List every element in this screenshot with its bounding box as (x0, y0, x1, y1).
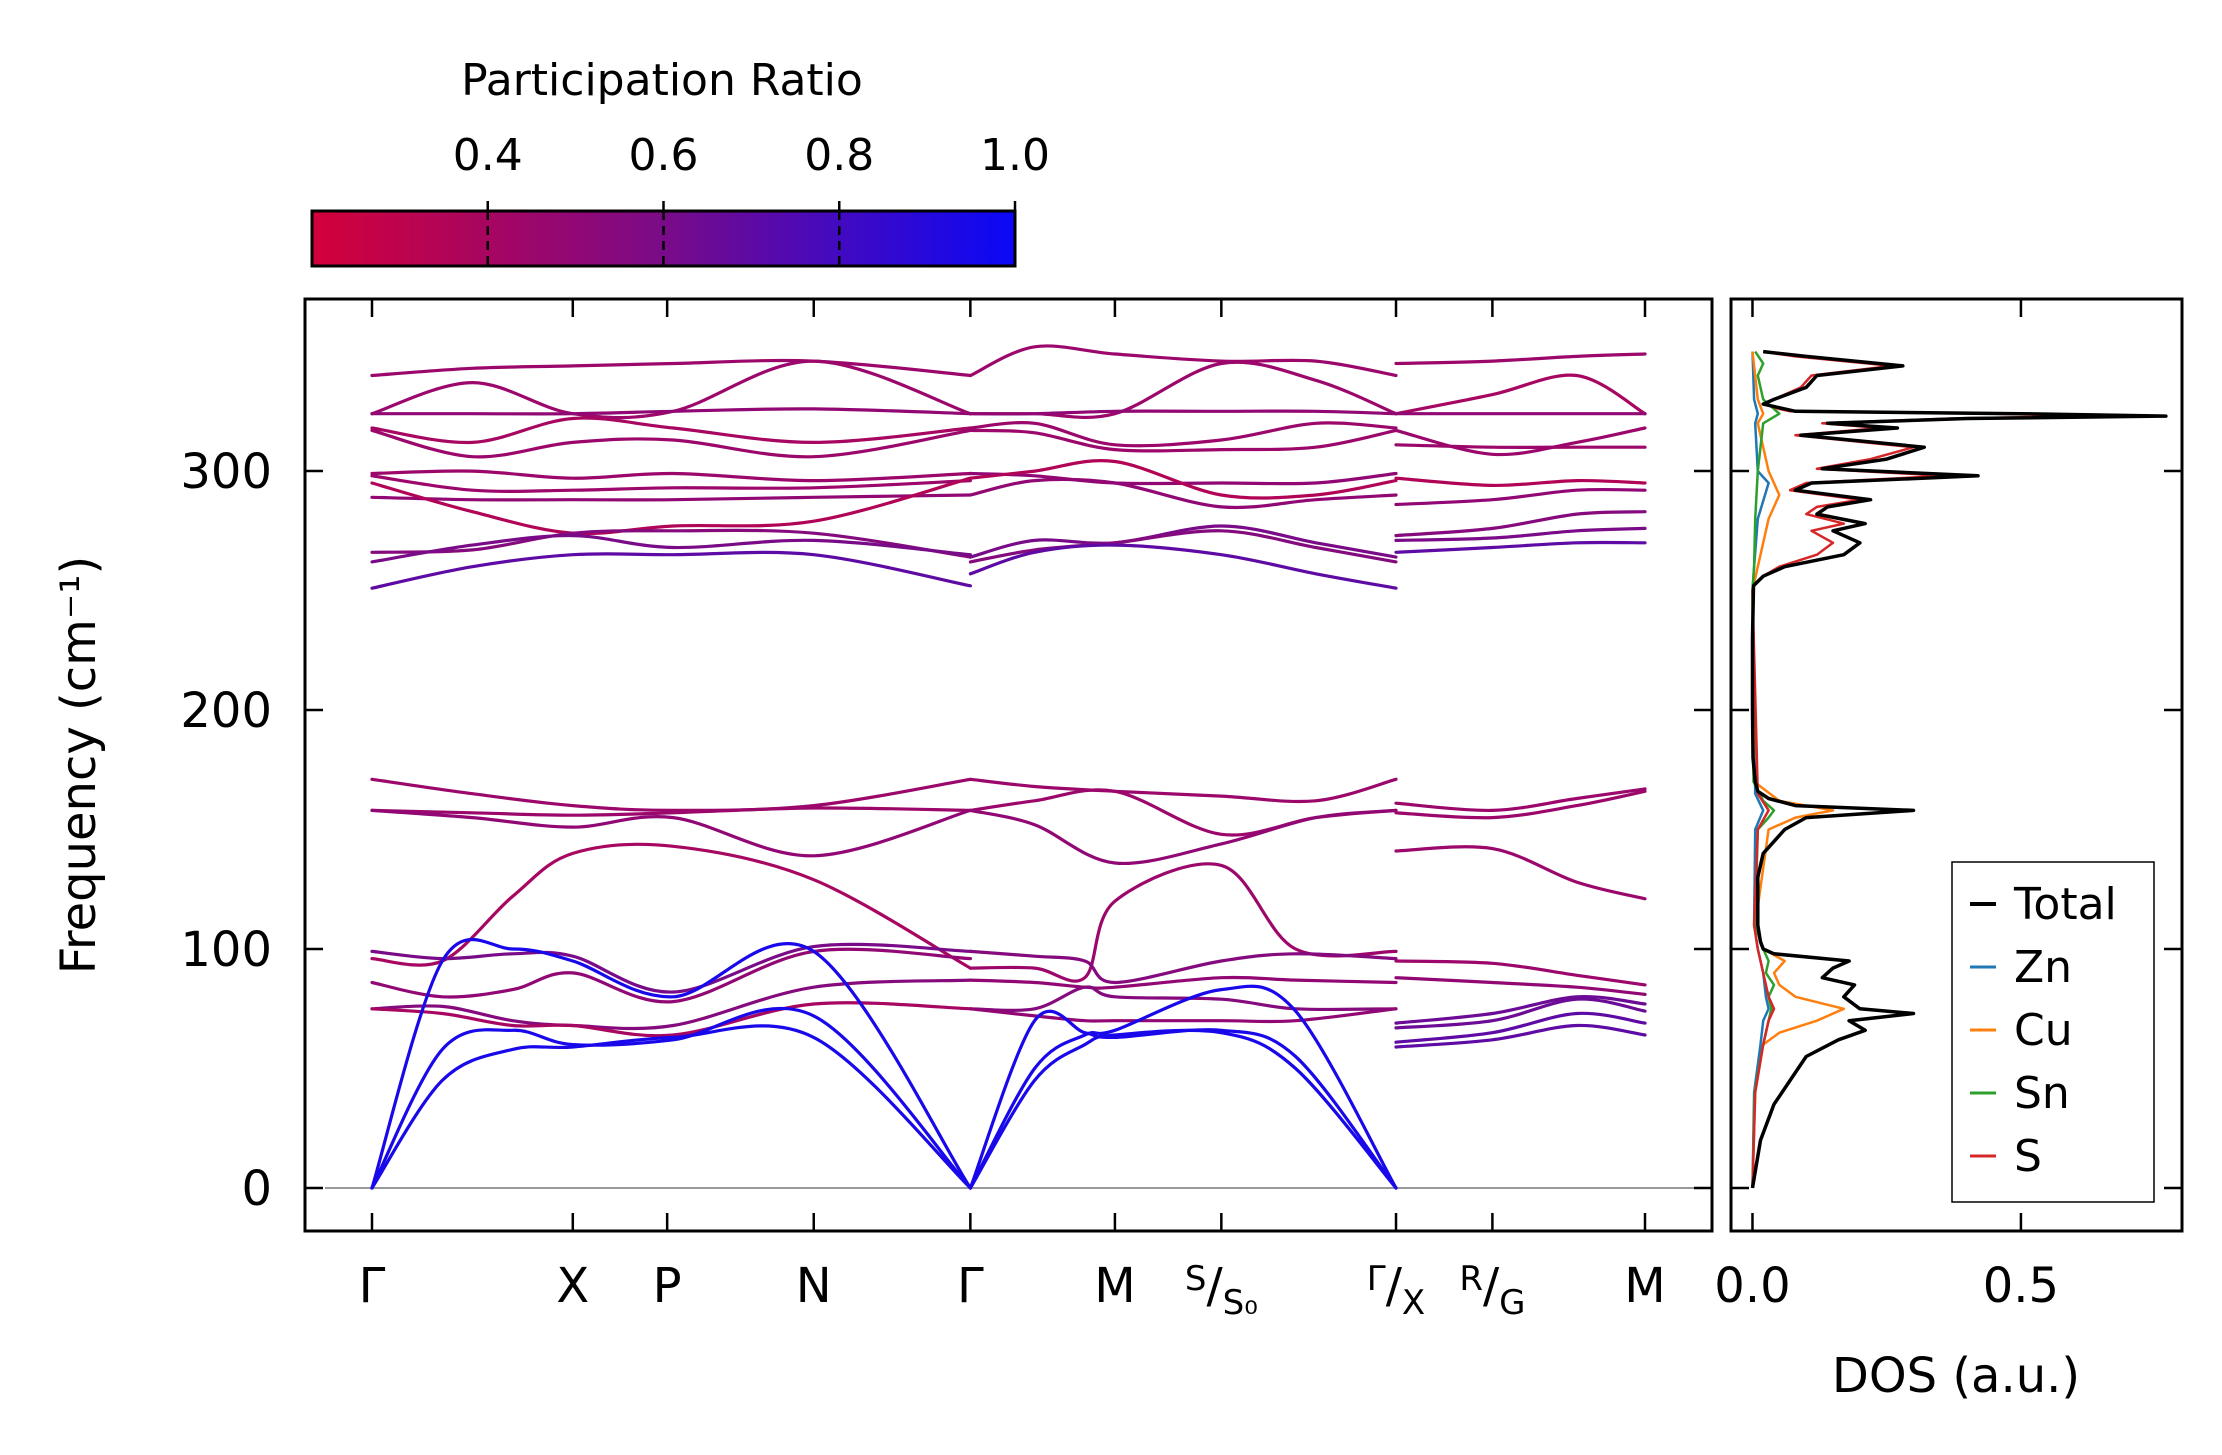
colorbar-tick-label: 1.0 (980, 130, 1050, 181)
phonon-band (370, 359, 972, 420)
x-axis-label-dos: DOS (a.u.) (1832, 1348, 2080, 1404)
phonon-band (370, 358, 972, 378)
dos-series-total (1750, 349, 2168, 1189)
kpoint-label: X (556, 1258, 589, 1314)
colorbar: Participation Ratio 0.4 0.6 0.8 1.0 (310, 55, 1050, 268)
kpoint-label: R/G (1459, 1258, 1525, 1323)
dos-x-tick-label: 0.5 (1983, 1258, 2059, 1314)
kpoint-label: P (653, 1258, 682, 1314)
phonon-band (1394, 1011, 1647, 1044)
kpoint-label: Γ (957, 1258, 984, 1314)
legend-label: Sn (2014, 1068, 2070, 1119)
phonon-band (968, 524, 1398, 559)
phonon-band (370, 947, 972, 1004)
y-tick-label: 200 (180, 683, 272, 739)
colorbar-tick-label: 0.8 (804, 130, 874, 181)
phonon-band (1394, 526, 1647, 542)
phonon-band (1394, 426, 1647, 457)
y-tick-label: 100 (180, 922, 272, 978)
phonon-band (968, 421, 1398, 448)
phonon-band (370, 407, 972, 416)
dos-series-sn (1751, 350, 1781, 1189)
phonon-band (968, 985, 1398, 1012)
phonon-band (370, 806, 972, 817)
phonon-band (1394, 976, 1647, 996)
y-axis-label: Frequency (cm⁻¹) (51, 556, 107, 974)
phonon-band (968, 459, 1398, 500)
phonon-band (968, 975, 1398, 990)
phonon-band (968, 477, 1398, 510)
kpoint-label: Γ (359, 1258, 386, 1314)
y-tick-label: 300 (180, 444, 272, 500)
phonon-band (1394, 476, 1647, 488)
phonon-band (1394, 373, 1647, 416)
phonon-band (968, 471, 1398, 486)
phonon-band (968, 777, 1398, 804)
phonon-band (1394, 994, 1647, 1025)
phonon-band (968, 1028, 1398, 1190)
legend-box (1951, 861, 2155, 1203)
dos-panel: 0.0 0.5 DOS (a.u.) Total Zn Cu Sn S (1714, 297, 2184, 1404)
phonon-band (968, 409, 1398, 416)
phonon-band (968, 808, 1398, 866)
phonon-band (370, 808, 972, 858)
phonon-band (370, 550, 972, 590)
phonon-band (370, 1001, 972, 1038)
phonon-band (1394, 510, 1647, 538)
band-structure-panel: 0 100 200 300 Γ X P N Γ M S/S₀ Γ/X R/G M Frequency (c… (51, 297, 2182, 1323)
phonon-band (968, 344, 1398, 378)
phonon-band (370, 416, 972, 445)
dos-x-tick-label: 0.0 (1714, 1258, 1790, 1314)
dos-panel-frame (1729, 297, 2184, 1233)
phonon-band (968, 360, 1398, 420)
phonon-band (370, 533, 972, 564)
phonon-band (1394, 443, 1647, 449)
phonon-band (370, 428, 972, 459)
phonon-band (370, 474, 972, 493)
kpoint-label: M (1624, 1258, 1665, 1314)
kpoint-label: S/S₀ (1185, 1258, 1258, 1323)
phonon-band (968, 428, 1398, 453)
phonon-band (370, 978, 972, 1031)
phonon-band (370, 777, 972, 813)
phonon-band (370, 942, 972, 994)
phonon-band (1394, 540, 1647, 554)
phonon-band (968, 1009, 1398, 1190)
phonon-band (370, 1024, 972, 1190)
phonon-band (968, 543, 1398, 590)
phonon-band (370, 469, 972, 483)
phonon-band (1394, 787, 1647, 813)
phonon-band (968, 949, 1398, 985)
phonon-band (1394, 997, 1647, 1030)
legend-label: Cu (2014, 1005, 2073, 1056)
phonon-band (370, 528, 972, 559)
colorbar-title: Participation Ratio (461, 55, 863, 106)
phonon-band (1394, 487, 1647, 507)
dos-series-zn (1751, 351, 1770, 1189)
kpoint-label: Γ/X (1367, 1258, 1425, 1323)
phonon-band (1394, 352, 1647, 366)
dos-legend: Total Zn Cu Sn S (1951, 861, 2155, 1203)
phonon-band (370, 493, 972, 502)
phonon-band (1394, 959, 1647, 987)
phonon-band (968, 862, 1398, 983)
legend-label: Total (2013, 879, 2117, 930)
phonon-band (968, 529, 1398, 564)
dos-series-cu (1751, 351, 1846, 1189)
phonon-band (1394, 845, 1647, 901)
legend-label: S (2014, 1131, 2042, 1182)
phonon-band (968, 984, 1398, 1190)
y-tick-label: 0 (241, 1161, 272, 1217)
kpoint-label: N (796, 1258, 832, 1314)
phonon-band (1394, 789, 1647, 820)
kpoint-label: M (1094, 1258, 1135, 1314)
legend-label: Zn (2014, 942, 2072, 993)
colorbar-tick-label: 0.6 (629, 130, 699, 181)
phonon-band (1394, 1023, 1647, 1049)
band-panel-frame (303, 297, 1714, 1233)
colorbar-tick-label: 0.4 (453, 130, 523, 181)
phonon-band (370, 938, 972, 1190)
